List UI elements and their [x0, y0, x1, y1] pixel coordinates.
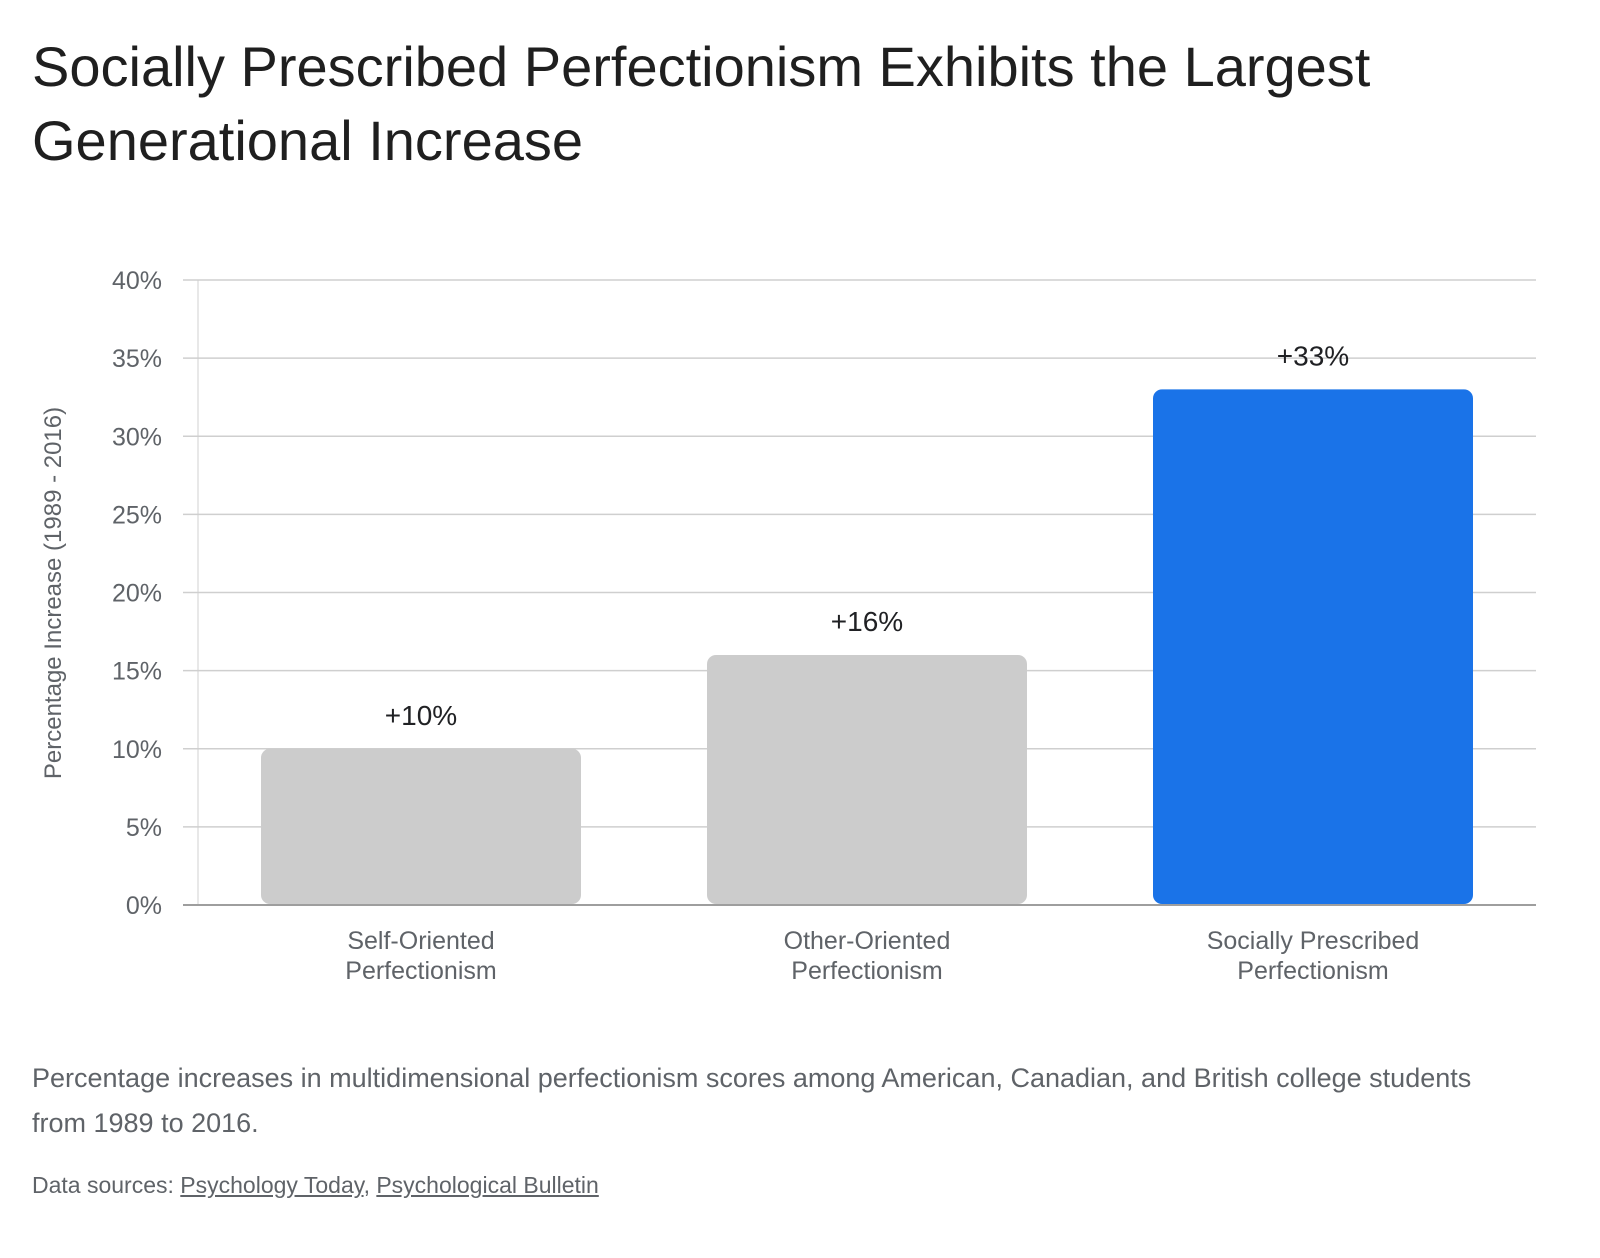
bar-chart: 0% 5% 10% 15% 20% 25% 30% 35% 40% +10% +16% +33% S…	[40, 267, 1536, 985]
y-tick-label: 5%	[126, 814, 162, 842]
y-tick-label: 15%	[112, 658, 162, 686]
data-labels: +10% +16% +33%	[385, 340, 1349, 730]
y-tick-label: 20%	[112, 580, 162, 608]
y-axis-title: Percentage Increase (1989 - 2016)	[40, 407, 67, 779]
data-label: +33%	[1277, 340, 1349, 371]
y-tick-label: 25%	[112, 501, 162, 529]
sources-separator: ,	[363, 1172, 377, 1198]
data-label: +16%	[831, 606, 903, 637]
chart-caption: Percentage increases in multidimensional…	[32, 1063, 1472, 1138]
data-label: +10%	[385, 700, 457, 731]
y-tick-label: 35%	[112, 345, 162, 373]
chart-title: Socially Prescribed Perfectionism Exhibi…	[32, 35, 1371, 172]
data-sources: Data sources: Psychology Today, Psycholo…	[32, 1168, 599, 1202]
bars	[261, 389, 1473, 904]
x-category-label: Other-Oriented Perfectionism	[784, 927, 951, 985]
bar	[707, 655, 1027, 904]
source-link-psychology-today[interactable]: Psychology Today	[180, 1172, 364, 1198]
bar	[261, 748, 581, 904]
y-tick-label: 30%	[112, 423, 162, 451]
source-link-psychological-bulletin[interactable]: Psychological Bulletin	[376, 1172, 599, 1198]
y-tick-label: 10%	[112, 736, 162, 764]
bar	[1153, 389, 1473, 904]
x-axis-categories: Self-Oriented Perfectionism Other-Oriented…	[345, 927, 1419, 985]
y-tick-label: 40%	[112, 267, 162, 295]
x-category-label: Self-Oriented Perfectionism	[345, 927, 496, 985]
y-tick-label: 0%	[126, 892, 162, 920]
y-axis-ticks: 0% 5% 10% 15% 20% 25% 30% 35% 40%	[112, 267, 162, 920]
sources-prefix: Data sources:	[32, 1172, 181, 1198]
x-category-label: Socially Prescribed Perfectionism	[1207, 927, 1420, 985]
